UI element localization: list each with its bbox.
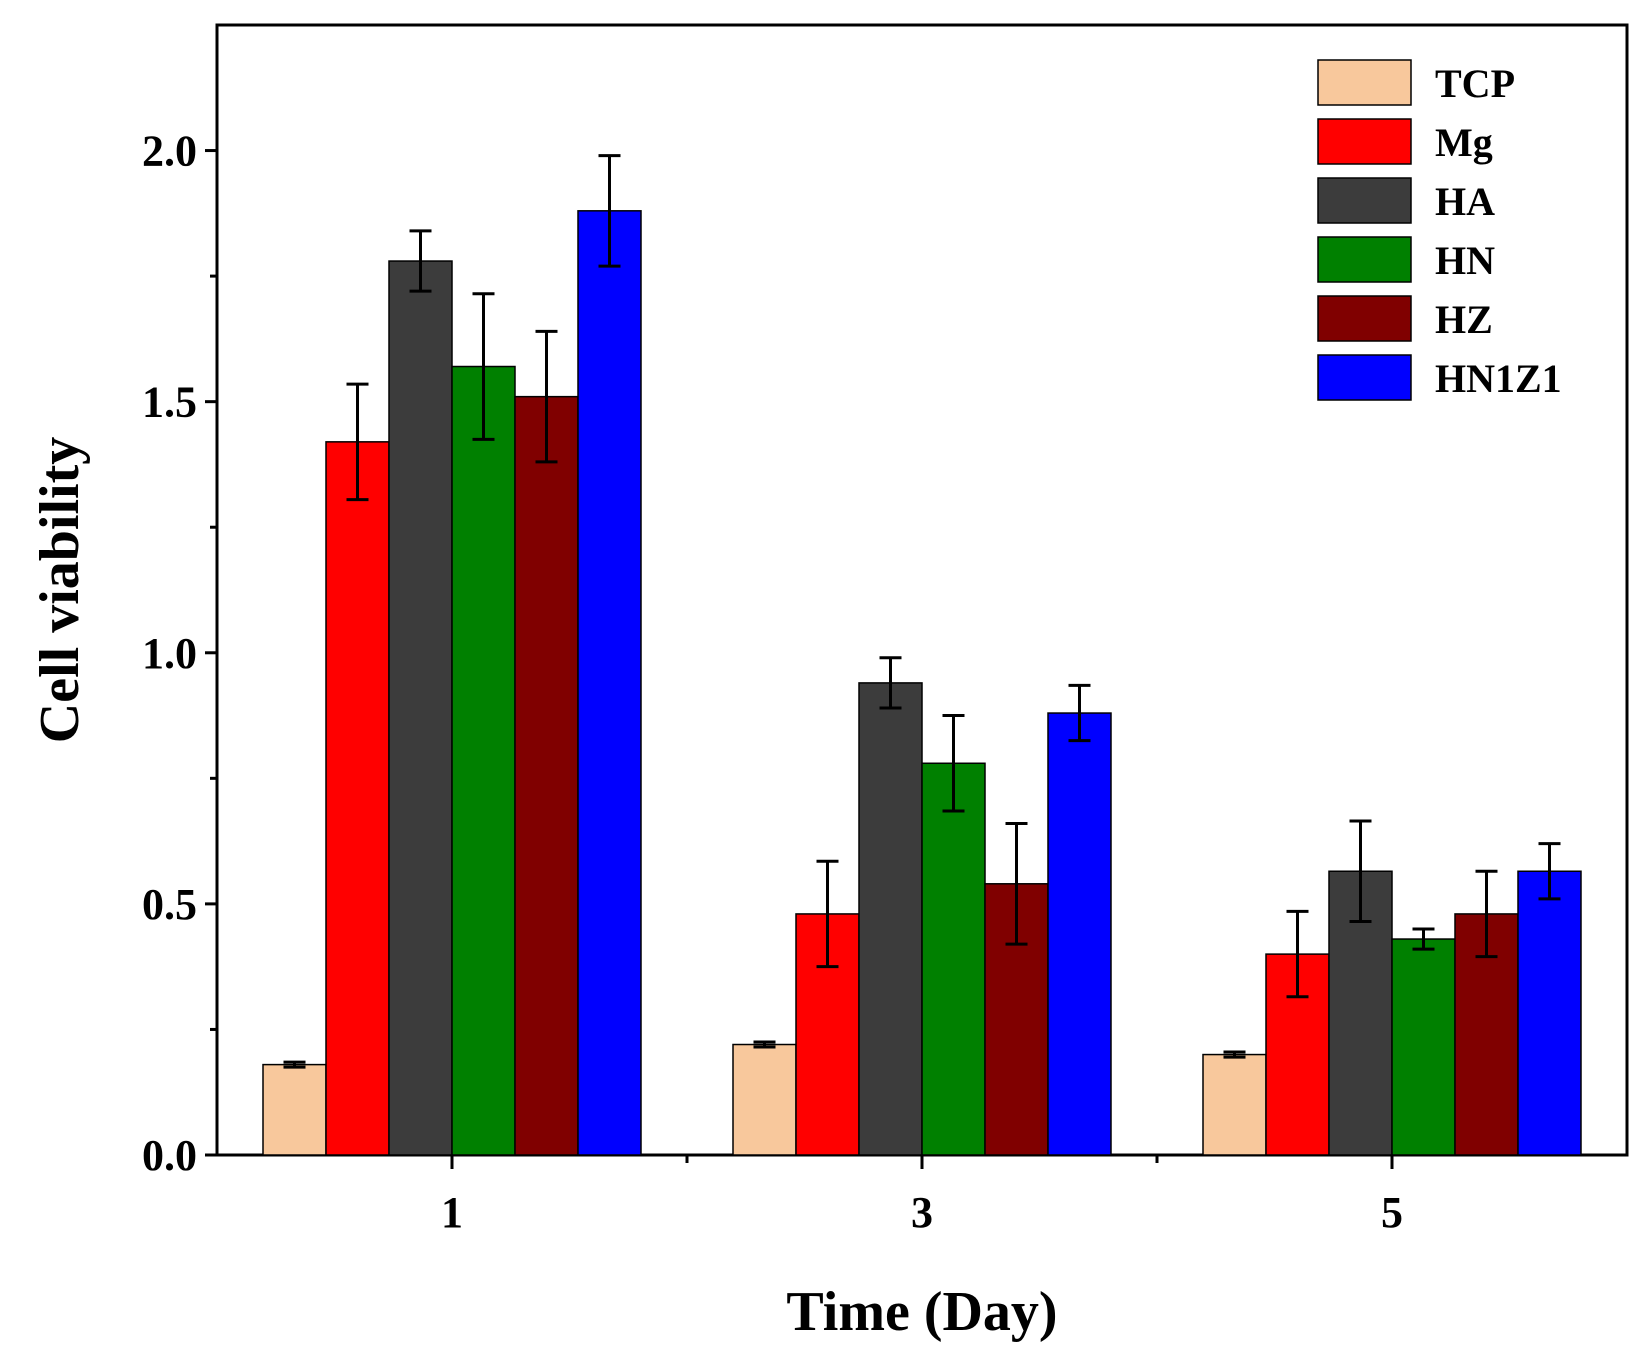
legend-swatch-ha (1317, 177, 1412, 224)
x-axis-title: Time (Day) (786, 1281, 1057, 1343)
error-bars-layer (283, 154, 1561, 1069)
legend-swatch-mg (1317, 118, 1412, 165)
bar-hz-day-5 (1454, 913, 1519, 1156)
bar-ha-day-1 (388, 260, 453, 1156)
bar-hn1z1-day-1 (577, 210, 642, 1156)
legend-swatch-hn1z1 (1317, 354, 1412, 401)
x-tick-label: 5 (1381, 1188, 1403, 1237)
bar-hn-day-5 (1391, 938, 1456, 1156)
legend-label-ha: HA (1435, 179, 1495, 224)
legend-swatch-tcp (1317, 59, 1412, 106)
bar-tcp-day-5 (1202, 1053, 1267, 1156)
y-axis: 0.0 0.5 1.0 1.5 2.0 (142, 127, 217, 1180)
legend-swatch-hz (1317, 295, 1412, 342)
legend: TCP Mg HA HN HZ HN1Z1 (1317, 59, 1562, 401)
bar-ha-day-3 (858, 682, 923, 1156)
y-tick-label: 1.5 (142, 378, 197, 427)
x-tick-label: 3 (911, 1188, 933, 1237)
y-axis-title: Cell viability (29, 437, 91, 743)
bar-hn-day-1 (451, 365, 516, 1156)
bar-tcp-day-3 (732, 1043, 797, 1156)
legend-label-hn1z1: HN1Z1 (1435, 356, 1562, 401)
bars-layer (262, 210, 1582, 1156)
bar-tcp-day-1 (262, 1063, 327, 1156)
legend-swatch-hn (1317, 236, 1412, 283)
bar-hn1z1-day-5 (1517, 870, 1582, 1156)
bar-mg-day-1 (325, 441, 390, 1156)
legend-label-tcp: TCP (1435, 61, 1515, 106)
bar-hn1z1-day-3 (1047, 712, 1112, 1156)
legend-label-mg: Mg (1435, 120, 1493, 165)
bar-hn-day-3 (921, 762, 986, 1156)
bar-hz-day-1 (514, 395, 579, 1156)
y-tick-label: 0.0 (142, 1131, 197, 1180)
legend-label-hz: HZ (1435, 297, 1493, 342)
y-tick-label: 2.0 (142, 127, 197, 176)
y-tick-label: 0.5 (142, 880, 197, 929)
legend-label-hn: HN (1435, 238, 1495, 283)
y-tick-label: 1.0 (142, 629, 197, 678)
x-tick-label: 1 (441, 1188, 463, 1237)
x-axis: 1 3 5 (441, 1155, 1403, 1237)
